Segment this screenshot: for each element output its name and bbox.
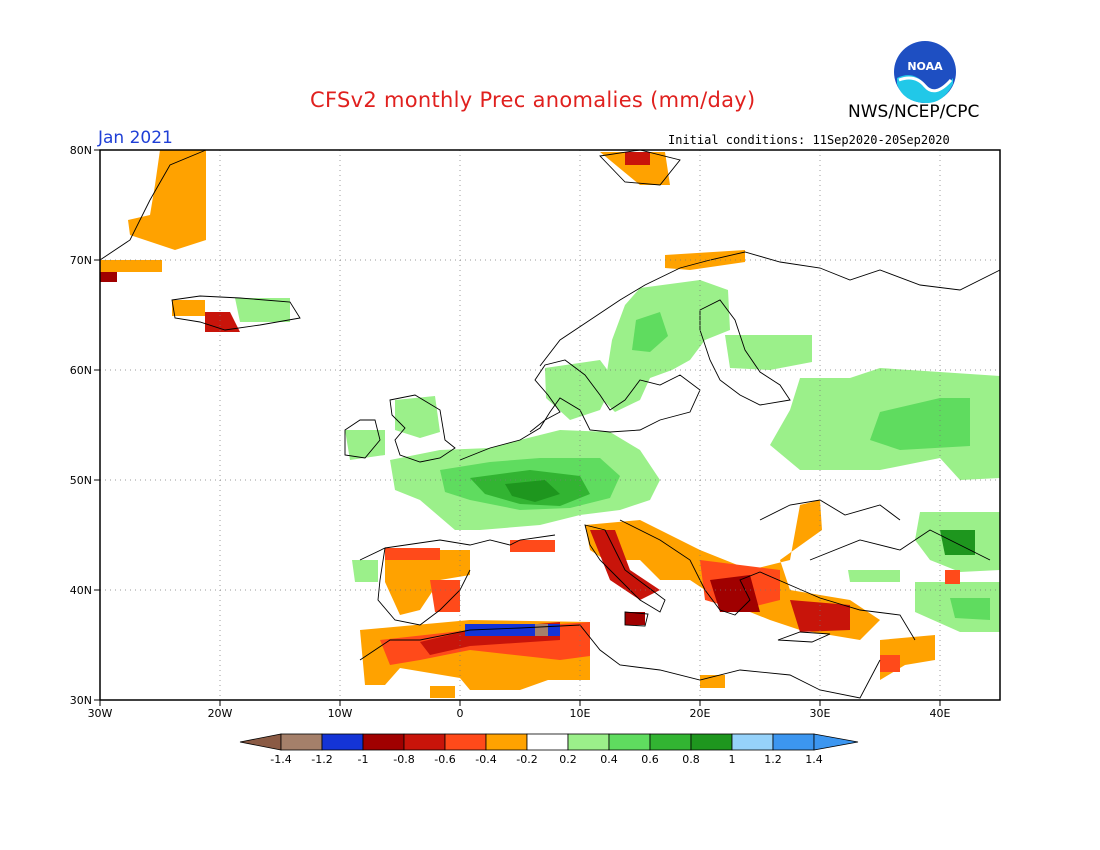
- lon-label: 10W: [328, 707, 353, 720]
- graticule: [100, 150, 1000, 700]
- lat-label: 40N: [70, 584, 92, 597]
- colorbar-label: 1.2: [764, 753, 782, 766]
- colorbar-label: 1: [729, 753, 736, 766]
- noaa-logo-icon: NOAA: [894, 41, 956, 104]
- wet-anomaly-regions: [235, 280, 1000, 632]
- agency-label: NWS/NCEP/CPC: [848, 102, 980, 122]
- lon-label: 40E: [930, 707, 951, 720]
- colorbar-label: -0.6: [434, 753, 455, 766]
- colorbar-label: 1.4: [805, 753, 823, 766]
- colorbar-label: -0.2: [516, 753, 537, 766]
- map-frame: [99, 149, 1001, 701]
- map-title: CFSv2 monthly Prec anomalies (mm/day): [310, 88, 756, 112]
- forecast-month: Jan 2021: [98, 128, 173, 148]
- colorbar-label: -1.2: [311, 753, 332, 766]
- lon-label: 10E: [570, 707, 591, 720]
- lon-label: 0: [457, 707, 464, 720]
- colorbar-label: 0.6: [641, 753, 659, 766]
- lat-label: 80N: [70, 144, 92, 157]
- colorbar-label: -0.8: [393, 753, 414, 766]
- colorbar-label: -1: [358, 753, 369, 766]
- lon-label: 20E: [690, 707, 711, 720]
- dry-anomaly-regions: [100, 150, 960, 698]
- lat-label: 30N: [70, 694, 92, 707]
- lat-label: 60N: [70, 364, 92, 377]
- axis-ticks: [94, 149, 941, 706]
- logo-text: NOAA: [907, 60, 943, 73]
- initial-conditions: Initial conditions: 11Sep2020-20Sep2020: [668, 133, 950, 147]
- lat-label: 70N: [70, 254, 92, 267]
- colorbar-label: 0.2: [559, 753, 577, 766]
- colorbar-label: -0.4: [475, 753, 496, 766]
- lat-label: 50N: [70, 474, 92, 487]
- colorbar-label: -1.4: [270, 753, 291, 766]
- lon-label: 30E: [810, 707, 831, 720]
- lon-label: 30W: [88, 707, 113, 720]
- lon-label: 20W: [208, 707, 233, 720]
- colorbar-label: 0.4: [600, 753, 618, 766]
- colorbar: [239, 733, 859, 751]
- colorbar-label: 0.8: [682, 753, 700, 766]
